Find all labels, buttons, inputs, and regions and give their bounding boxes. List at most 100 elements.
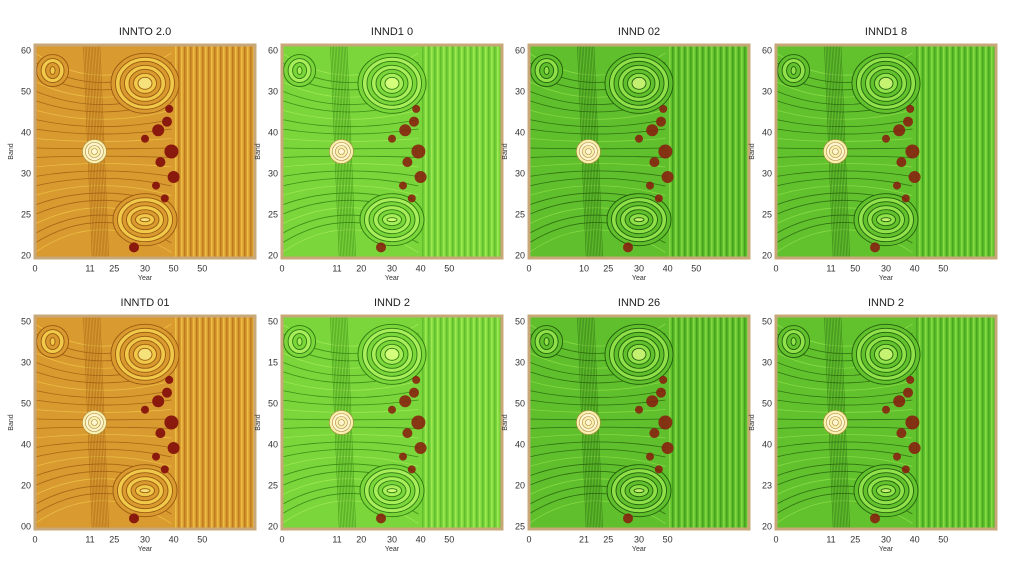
x-tick-label: 25 [850,534,860,544]
y-tick-label: 30 [762,357,772,367]
red-patch [414,171,427,184]
x-axis-label: Year [138,275,153,282]
flow-line [529,390,666,399]
red-patch [164,415,179,430]
swirl [49,66,56,76]
red-patch [893,124,906,137]
x-tick-label: 30 [140,534,150,544]
red-patch [658,415,673,430]
red-patch [870,513,880,524]
red-patch [152,124,165,137]
x-tick-label: 50 [938,534,948,544]
y-tick-label: 30 [515,86,525,96]
y-tick-label: 30 [515,357,525,367]
panel: INND 02 60 30 40 30 25 200 10 25 30 40 50 Band Year [502,26,751,282]
flow-line [35,185,172,196]
flow-line [776,456,913,467]
y-tick-label: 50 [21,398,31,408]
red-patch [402,157,413,168]
red-patch [656,387,666,398]
x-tick-label: 50 [444,534,454,544]
flow-line [776,434,913,439]
red-patch [903,116,913,127]
red-patch [399,181,407,190]
red-patch [654,465,663,474]
flow-line [35,109,172,120]
red-patch [155,428,166,439]
x-tick-label: 30 [881,263,891,273]
y-tick-label: 20 [268,250,278,260]
red-patch [649,428,660,439]
swirl [384,76,400,90]
swirl [543,66,550,76]
y-tick-label: 60 [268,45,278,55]
red-patch [407,465,416,474]
flow-line [529,185,666,196]
map-image [282,316,502,529]
red-patch [882,134,890,143]
swirl [384,347,400,361]
red-patch [658,144,673,159]
red-patch [656,116,666,127]
y-axis-label: Band [8,143,15,159]
red-patch [407,194,416,203]
y-tick-label: 30 [21,168,31,178]
flow-line [776,163,913,168]
x-tick-label: 50 [197,534,207,544]
flow-line [529,109,666,120]
centre-glow [585,148,592,155]
swirl [296,337,303,347]
red-patch [399,124,412,137]
x-tick-label: 0 [526,534,531,544]
x-tick-label: 25 [603,534,613,544]
red-patch [905,415,920,430]
red-patch [635,405,643,414]
map-image [529,316,749,529]
flow-line [282,163,419,168]
x-tick-label: 0 [32,263,37,273]
y-tick-label: 30 [21,357,31,367]
flow-line [282,380,419,391]
y-tick-label: 50 [762,398,772,408]
y-tick-label: 40 [21,439,31,449]
swirl [137,347,153,361]
flow-line [776,109,913,120]
red-patch [376,242,386,253]
red-patch [129,242,139,253]
x-tick-label: 0 [279,534,284,544]
y-tick-label: 60 [762,45,772,55]
y-tick-label: 40 [515,439,525,449]
red-patch [152,395,165,408]
map-image [35,316,255,529]
map-frame [527,314,751,531]
x-tick-label: 11 [332,263,341,273]
swirl [790,337,797,347]
panel-title: INNTD 01 [121,297,170,309]
x-tick-label: 11 [826,263,835,273]
flow-line [282,390,419,399]
x-tick-label: 11 [826,534,835,544]
map-image [776,45,996,258]
swirl [878,347,894,361]
red-patch [908,171,921,184]
flow-line [35,380,172,391]
flow-line [529,456,666,467]
red-patch [399,452,407,461]
map-frame [527,43,751,260]
red-patch [901,465,910,474]
panel-title: INND1 0 [371,26,413,38]
flow-line [282,185,419,196]
red-patch [409,387,419,398]
centre-glow [338,419,345,426]
flow-line [282,119,419,128]
red-patch [167,442,180,455]
swirl [633,217,645,223]
flow-line [35,163,172,168]
panel-title: INND 02 [618,26,660,38]
flow-line [282,109,419,120]
y-tick-label: 25 [268,209,278,219]
y-tick-label: 25 [21,209,31,219]
swirl [790,66,797,76]
flow-line [529,119,666,128]
y-tick-label: 60 [515,45,525,55]
